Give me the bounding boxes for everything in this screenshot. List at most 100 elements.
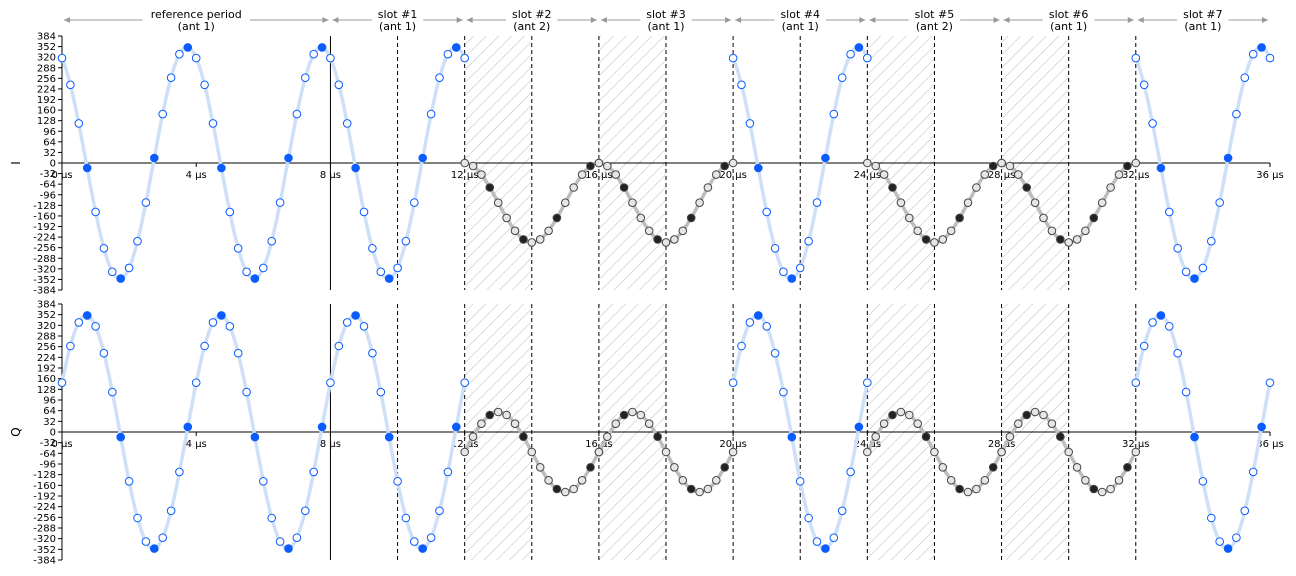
- Q-sample-point: [804, 513, 813, 523]
- Q-sample-point: [628, 407, 637, 417]
- Q-highlight-sample: [821, 544, 830, 553]
- Q-sample-point: [561, 487, 570, 497]
- Q-sample-point: [745, 318, 755, 327]
- Q-sample-point: [493, 407, 503, 417]
- I-sample-point: [812, 198, 822, 207]
- I-sample-point: [569, 183, 579, 192]
- I-sample-point: [1173, 244, 1182, 253]
- I-sample-point: [1039, 213, 1048, 223]
- period-arrow-head-left-2: [466, 17, 473, 23]
- Q-sample-point: [905, 410, 914, 420]
- I-sample-point: [577, 170, 587, 179]
- I-highlight-sample: [384, 274, 394, 283]
- Q-highlight-sample: [384, 432, 394, 442]
- I-sample-point: [74, 119, 84, 128]
- I-highlight-sample: [988, 161, 998, 171]
- I-sample-point: [762, 207, 772, 217]
- period-label-4: slot #4: [780, 8, 820, 21]
- Q-y-tick-label: 32: [43, 417, 56, 428]
- I-sample-point: [535, 235, 545, 244]
- Q-sample-point: [535, 463, 545, 472]
- Q-sample-point: [166, 506, 176, 516]
- period-arrow-head-left-1: [332, 17, 339, 23]
- Q-highlight-sample: [754, 311, 763, 320]
- I-highlight-sample: [686, 213, 696, 223]
- Q-highlight-sample: [183, 422, 193, 432]
- Q-sample-point: [737, 341, 746, 351]
- period-arrow-head-right-4: [859, 17, 866, 23]
- Q-sample-point: [712, 476, 721, 485]
- I-sample-point: [141, 198, 151, 207]
- period-antenna-3: (ant 1): [647, 20, 684, 33]
- Q-sample-point: [460, 447, 470, 457]
- period-label-bg-2: [506, 8, 558, 32]
- I-y-tick-label: -96: [40, 190, 56, 201]
- Q-y-tick-label: 320: [37, 321, 56, 332]
- period-antenna-6: (ant 1): [1050, 20, 1087, 33]
- Q-highlight-sample: [116, 432, 125, 442]
- period-label-7: slot #7: [1183, 8, 1223, 21]
- I-sample-point: [1165, 207, 1174, 217]
- Q-highlight-sample: [552, 484, 562, 494]
- Q-sample-point: [1198, 477, 1208, 486]
- I-highlight-sample: [619, 183, 629, 192]
- Q-sample-point: [1047, 419, 1057, 429]
- I-y-tick-label: 160: [37, 106, 56, 117]
- Q-sample-point: [1173, 348, 1182, 358]
- Q-sample-point: [594, 447, 604, 457]
- period-antenna-7: (ant 1): [1184, 20, 1221, 33]
- I-sample-point: [703, 183, 713, 192]
- I-y-tick-label: -256: [33, 243, 56, 254]
- period-arrow-head-right-7: [1262, 17, 1268, 23]
- Q-sample-point: [191, 378, 201, 388]
- I-sample-point: [342, 119, 352, 128]
- Q-y-tick-label: -160: [33, 481, 56, 492]
- I-sample-point: [326, 53, 335, 63]
- Q-sample-point: [1215, 537, 1224, 546]
- Q-sample-point: [267, 513, 277, 523]
- I-sample-point: [510, 226, 520, 236]
- I-y-tick-label: -384: [33, 286, 56, 297]
- I-sample-point: [737, 80, 746, 90]
- Q-sample-point: [342, 318, 352, 327]
- I-highlight-sample: [82, 163, 92, 173]
- Q-sample-point: [728, 447, 738, 457]
- Q-sample-point: [795, 477, 805, 486]
- i-panel: -384-352-320-288-256-224-192-160-128-96-…: [9, 32, 1284, 297]
- I-highlight-sample: [317, 43, 327, 52]
- period-header: reference period(ant 1)slot #1(ant 1)slo…: [64, 8, 1268, 33]
- Q-sample-point: [200, 341, 209, 351]
- I-sample-point: [410, 198, 419, 207]
- Q-sample-point: [1097, 487, 1107, 497]
- I-sample-point: [963, 198, 973, 207]
- Q-sample-point: [703, 484, 713, 494]
- Q-sample-point: [233, 348, 243, 358]
- Q-sample-point: [99, 348, 109, 358]
- Q-highlight-sample: [1123, 463, 1132, 472]
- I-y-tick-label: 384: [37, 32, 56, 43]
- I-y-tick-label: -320: [33, 264, 56, 275]
- Q-highlight-sample: [351, 311, 360, 320]
- I-sample-point: [997, 158, 1006, 168]
- I-sample-point: [1097, 198, 1107, 207]
- I-highlight-sample: [854, 43, 864, 52]
- Q-y-tick-label: -64: [40, 449, 56, 460]
- I-sample-point: [1131, 158, 1141, 168]
- Q-y-tick-label: 384: [37, 300, 56, 311]
- Q-x-tick-label: 12 µs: [451, 439, 478, 450]
- I-highlight-sample: [955, 213, 964, 223]
- Q-sample-point: [1114, 476, 1124, 485]
- I-y-tick-label: -32: [40, 169, 56, 180]
- I-sample-point: [863, 53, 872, 63]
- Q-y-tick-label: -96: [40, 460, 56, 471]
- Q-highlight-sample: [586, 463, 595, 472]
- Q-sample-point: [309, 467, 319, 477]
- Q-sample-point: [980, 476, 990, 485]
- Q-y-tick-label: -352: [33, 545, 56, 556]
- Q-sample-point: [1005, 432, 1015, 442]
- period-label-6: slot #6: [1049, 8, 1089, 21]
- Q-y-tick-label: -320: [33, 534, 56, 545]
- Q-sample-point: [510, 419, 520, 429]
- Q-highlight-sample: [250, 432, 260, 442]
